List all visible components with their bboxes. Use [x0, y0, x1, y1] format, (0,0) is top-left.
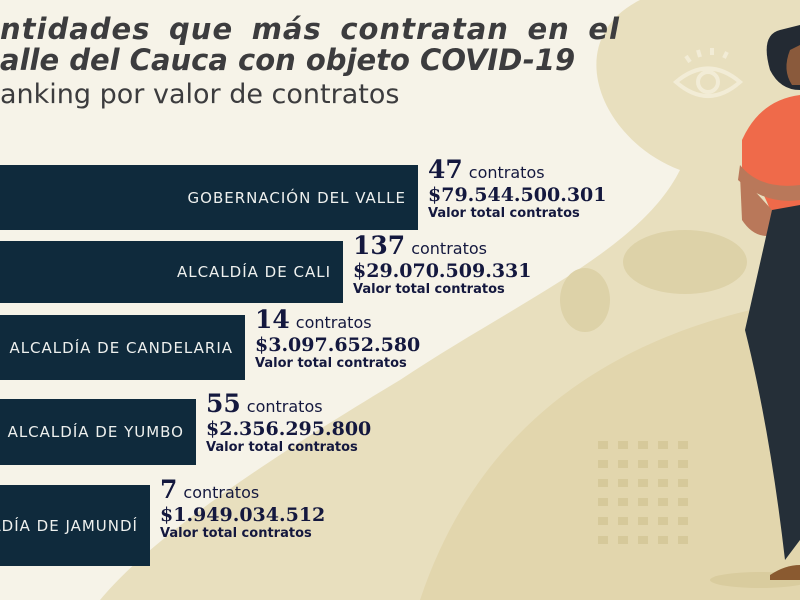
- bar-info: 55 contratos $2.356.295.800 Valor total con…: [206, 391, 371, 455]
- dot: [638, 498, 648, 506]
- bar-label: ALCALDÍA DE CANDELARIA: [9, 338, 233, 357]
- total-value: $1.949.034.512: [160, 504, 326, 526]
- value-caption: Valor total contratos: [428, 206, 580, 221]
- contracts-label: contratos: [411, 239, 487, 258]
- contract-count: 137: [353, 231, 406, 260]
- dot: [618, 479, 628, 487]
- dot: [618, 517, 628, 525]
- contracts-label: contratos: [183, 483, 260, 502]
- dot: [658, 441, 668, 449]
- dot: [678, 479, 688, 487]
- title-line-1: ntidades que más contratan en el: [0, 12, 620, 46]
- bar-2: ALCALDÍA DE CALI: [0, 241, 343, 303]
- bar-label: ALCALDÍA DE CALI: [176, 263, 331, 281]
- contracts-label: contratos: [295, 313, 372, 332]
- dot: [598, 517, 608, 525]
- dot: [678, 460, 688, 468]
- value-caption: Valor total contratos: [255, 356, 407, 371]
- contract-count: 14: [255, 305, 290, 334]
- dot: [678, 517, 688, 525]
- dot: [658, 517, 668, 525]
- bar-info: 137 contratos $29.070.509.331 Valor total c…: [353, 233, 532, 297]
- dot: [678, 441, 688, 449]
- woman-illustration: [710, 25, 800, 588]
- dot: [598, 441, 608, 449]
- dot: [658, 479, 668, 487]
- contract-count: 55: [206, 389, 241, 418]
- bar-label: ALCALDÍA DE YUMBO: [7, 423, 184, 441]
- bar-1: GOBERNACIÓN DEL VALLE: [0, 165, 418, 230]
- dot: [658, 460, 668, 468]
- title-line-2: alle del Cauca con objeto COVID-19: [0, 43, 576, 77]
- dot: [638, 460, 648, 468]
- contracts-label: contratos: [246, 397, 323, 416]
- dot: [678, 498, 688, 506]
- bar-5: ALDÍA DE JAMUNDÍ: [0, 485, 150, 566]
- blob-shape: [623, 230, 747, 294]
- dot: [598, 498, 608, 506]
- page-title: ntidades que más contratan en el alle de…: [0, 14, 620, 76]
- total-value: $29.070.509.331: [353, 260, 532, 282]
- eye-icon: [672, 48, 744, 98]
- dot-grid: [598, 441, 688, 544]
- bar-label: ALDÍA DE JAMUNDÍ: [0, 516, 138, 535]
- bar-4: ALCALDÍA DE YUMBO: [0, 399, 196, 465]
- dot: [618, 460, 628, 468]
- dot: [618, 498, 628, 506]
- bar-3: ALCALDÍA DE CANDELARIA: [0, 315, 245, 380]
- bar-info: 14 contratos $3.097.652.580 Valor total con…: [255, 307, 420, 371]
- total-value: $3.097.652.580: [255, 334, 421, 356]
- dot: [658, 498, 668, 506]
- total-value: $2.356.295.800: [206, 418, 372, 440]
- contract-count: 47: [428, 155, 463, 184]
- dot: [598, 479, 608, 487]
- subtitle: anking por valor de contratos: [0, 79, 400, 110]
- dot: [598, 536, 608, 544]
- dot: [638, 536, 648, 544]
- dot: [658, 536, 668, 544]
- bar-info: 7 contratos $1.949.034.512 Valor total cont…: [160, 477, 325, 541]
- value-caption: Valor total contratos: [353, 282, 505, 297]
- contract-count: 7: [160, 475, 178, 504]
- dot: [598, 460, 608, 468]
- dot: [678, 536, 688, 544]
- dot: [618, 441, 628, 449]
- dot: [638, 517, 648, 525]
- contracts-label: contratos: [468, 163, 545, 182]
- blob-shape: [560, 268, 610, 332]
- value-caption: Valor total contratos: [206, 440, 358, 455]
- bar-info: 47 contratos $79.544.500.301 Valor total co…: [428, 157, 607, 221]
- lower-shape: [420, 300, 800, 600]
- value-caption: Valor total contratos: [160, 526, 312, 541]
- dot: [618, 536, 628, 544]
- total-value: $79.544.500.301: [428, 184, 607, 206]
- dot: [638, 441, 648, 449]
- bar-label: GOBERNACIÓN DEL VALLE: [187, 188, 406, 207]
- dot: [638, 479, 648, 487]
